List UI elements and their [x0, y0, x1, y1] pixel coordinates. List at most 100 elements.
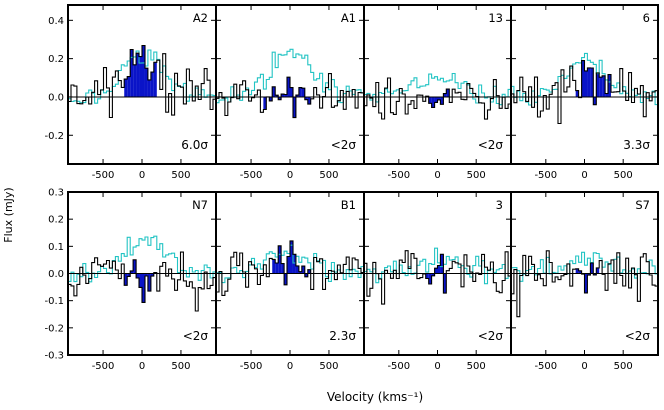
x-tick-label: 500 — [319, 170, 338, 181]
line-bin-bar — [437, 265, 441, 274]
line-bin-bar — [578, 270, 582, 274]
y-tick-label: 0.3 — [48, 188, 64, 199]
line-bin-bar — [139, 56, 142, 97]
line-bin-bar — [295, 265, 299, 274]
x-axis-label: Velocity (kms⁻¹) — [327, 390, 423, 404]
panel-A2: -500 0 500 -0.2 0.0 0.2 0.4 A2 6.0σ — [44, 4, 217, 181]
line-bin-bar — [434, 268, 438, 274]
line-bin-bar — [425, 273, 429, 279]
panel-13: -500 0 500 13 <2σ — [363, 4, 512, 181]
x-tick-label: 0 — [139, 170, 145, 181]
line-bin-bar — [150, 273, 154, 277]
line-bin-bar — [608, 74, 611, 97]
line-bin-bar — [446, 89, 450, 97]
line-bin-bar — [434, 96, 438, 103]
line-bin-bar — [295, 95, 299, 97]
panel-name: B1 — [341, 198, 356, 212]
line-bin-bar — [301, 266, 305, 274]
line-bin-bar — [290, 240, 293, 274]
line-bin-bar — [281, 263, 285, 274]
line-bin-bar — [292, 254, 296, 274]
observed-spectrum — [68, 44, 216, 119]
panel-6: -500 0 500 6 3.3σ — [510, 4, 659, 181]
panel-significance: <2σ — [478, 329, 504, 343]
line-bin-bar — [304, 273, 308, 277]
panel-plot-area — [364, 247, 511, 305]
line-bin-bar — [136, 53, 140, 97]
observed-spectrum — [216, 240, 364, 296]
y-tick-label: 0.1 — [48, 242, 64, 253]
line-bin-bar — [443, 273, 447, 294]
x-tick-label: 0 — [434, 170, 440, 181]
panel-significance: 6.0σ — [181, 138, 208, 152]
line-bin-bar — [124, 273, 128, 286]
template-spectrum — [216, 244, 364, 284]
x-tick-label: -500 — [534, 170, 557, 181]
line-bin-bar — [440, 254, 444, 274]
line-bin-bar — [605, 93, 609, 97]
line-bin-bar — [575, 90, 579, 97]
panel-S7: -500 0 500 S7 <2σ — [510, 191, 659, 372]
line-bin-bar — [596, 72, 600, 97]
y-tick-label: 0.2 — [48, 54, 64, 65]
y-tick-label: 0.2 — [48, 215, 64, 226]
panel-significance: 3.3σ — [623, 138, 650, 152]
x-tick-label: -500 — [240, 361, 263, 372]
panel-A1: -500 0 500 A1 <2σ — [215, 4, 365, 181]
line-bin-bar — [287, 256, 290, 274]
x-tick-label: 500 — [171, 170, 190, 181]
panel-significance: <2σ — [183, 329, 209, 343]
y-tick-label: 0.4 — [48, 16, 64, 27]
line-bin-bar — [590, 68, 594, 97]
panel-name: 13 — [488, 11, 503, 25]
observed-spectrum — [511, 250, 658, 318]
line-bin-bar — [142, 273, 145, 303]
panel-name: S7 — [635, 198, 650, 212]
line-bin-bar — [431, 273, 435, 276]
y-tick-label: 0.0 — [48, 92, 64, 103]
x-tick-label: -500 — [240, 170, 263, 181]
line-bin-bar — [142, 45, 145, 97]
x-tick-label: 500 — [614, 361, 633, 372]
line-bin-bar — [584, 70, 588, 97]
line-bin-bar — [281, 94, 285, 97]
line-bin-bar — [275, 95, 279, 97]
y-axis-label: Flux (mJy) — [2, 187, 15, 242]
x-tick-label: -500 — [534, 361, 557, 372]
y-tick-label: -0.3 — [44, 351, 64, 362]
y-tick-label: 0.0 — [48, 269, 64, 280]
line-bin-bar — [431, 96, 435, 108]
panel-frame — [510, 4, 659, 165]
line-bin-bar — [298, 271, 302, 274]
x-tick-label: 0 — [287, 361, 293, 372]
observed-spectrum — [511, 60, 658, 125]
panel-significance: <2σ — [625, 329, 651, 343]
line-bin-bar — [130, 270, 134, 274]
panel-grid: -500 0 500 -0.2 0.0 0.2 0.4 A2 6.0σ -500 0 500 A1 <2σ… — [44, 4, 659, 372]
line-bin-bar — [133, 64, 137, 97]
panel-significance: <2σ — [331, 138, 357, 152]
line-bin-bar — [136, 273, 140, 279]
x-tick-label: -500 — [92, 170, 115, 181]
line-bin-bar — [584, 273, 588, 293]
line-bin-bar — [147, 79, 151, 97]
observed-spectrum — [364, 250, 511, 305]
line-bin-bar — [127, 273, 131, 277]
panel-frame — [510, 191, 659, 356]
x-tick-label: 500 — [319, 361, 338, 372]
line-bin-bar — [144, 68, 148, 97]
line-bin-bar — [599, 77, 603, 97]
line-bin-bar — [428, 273, 432, 284]
line-bin-bar — [150, 72, 154, 97]
x-tick-label: -500 — [92, 361, 115, 372]
line-bin-bar — [581, 60, 585, 97]
panel-plot-area — [511, 250, 658, 318]
line-bin-bar — [263, 96, 267, 110]
panel-name: 3 — [496, 198, 503, 212]
line-bin-bar — [133, 259, 137, 274]
line-bin-bar — [443, 93, 447, 97]
panel-name: A1 — [341, 11, 356, 25]
line-bin-bar — [272, 259, 276, 274]
panel-plot-area — [511, 52, 658, 125]
